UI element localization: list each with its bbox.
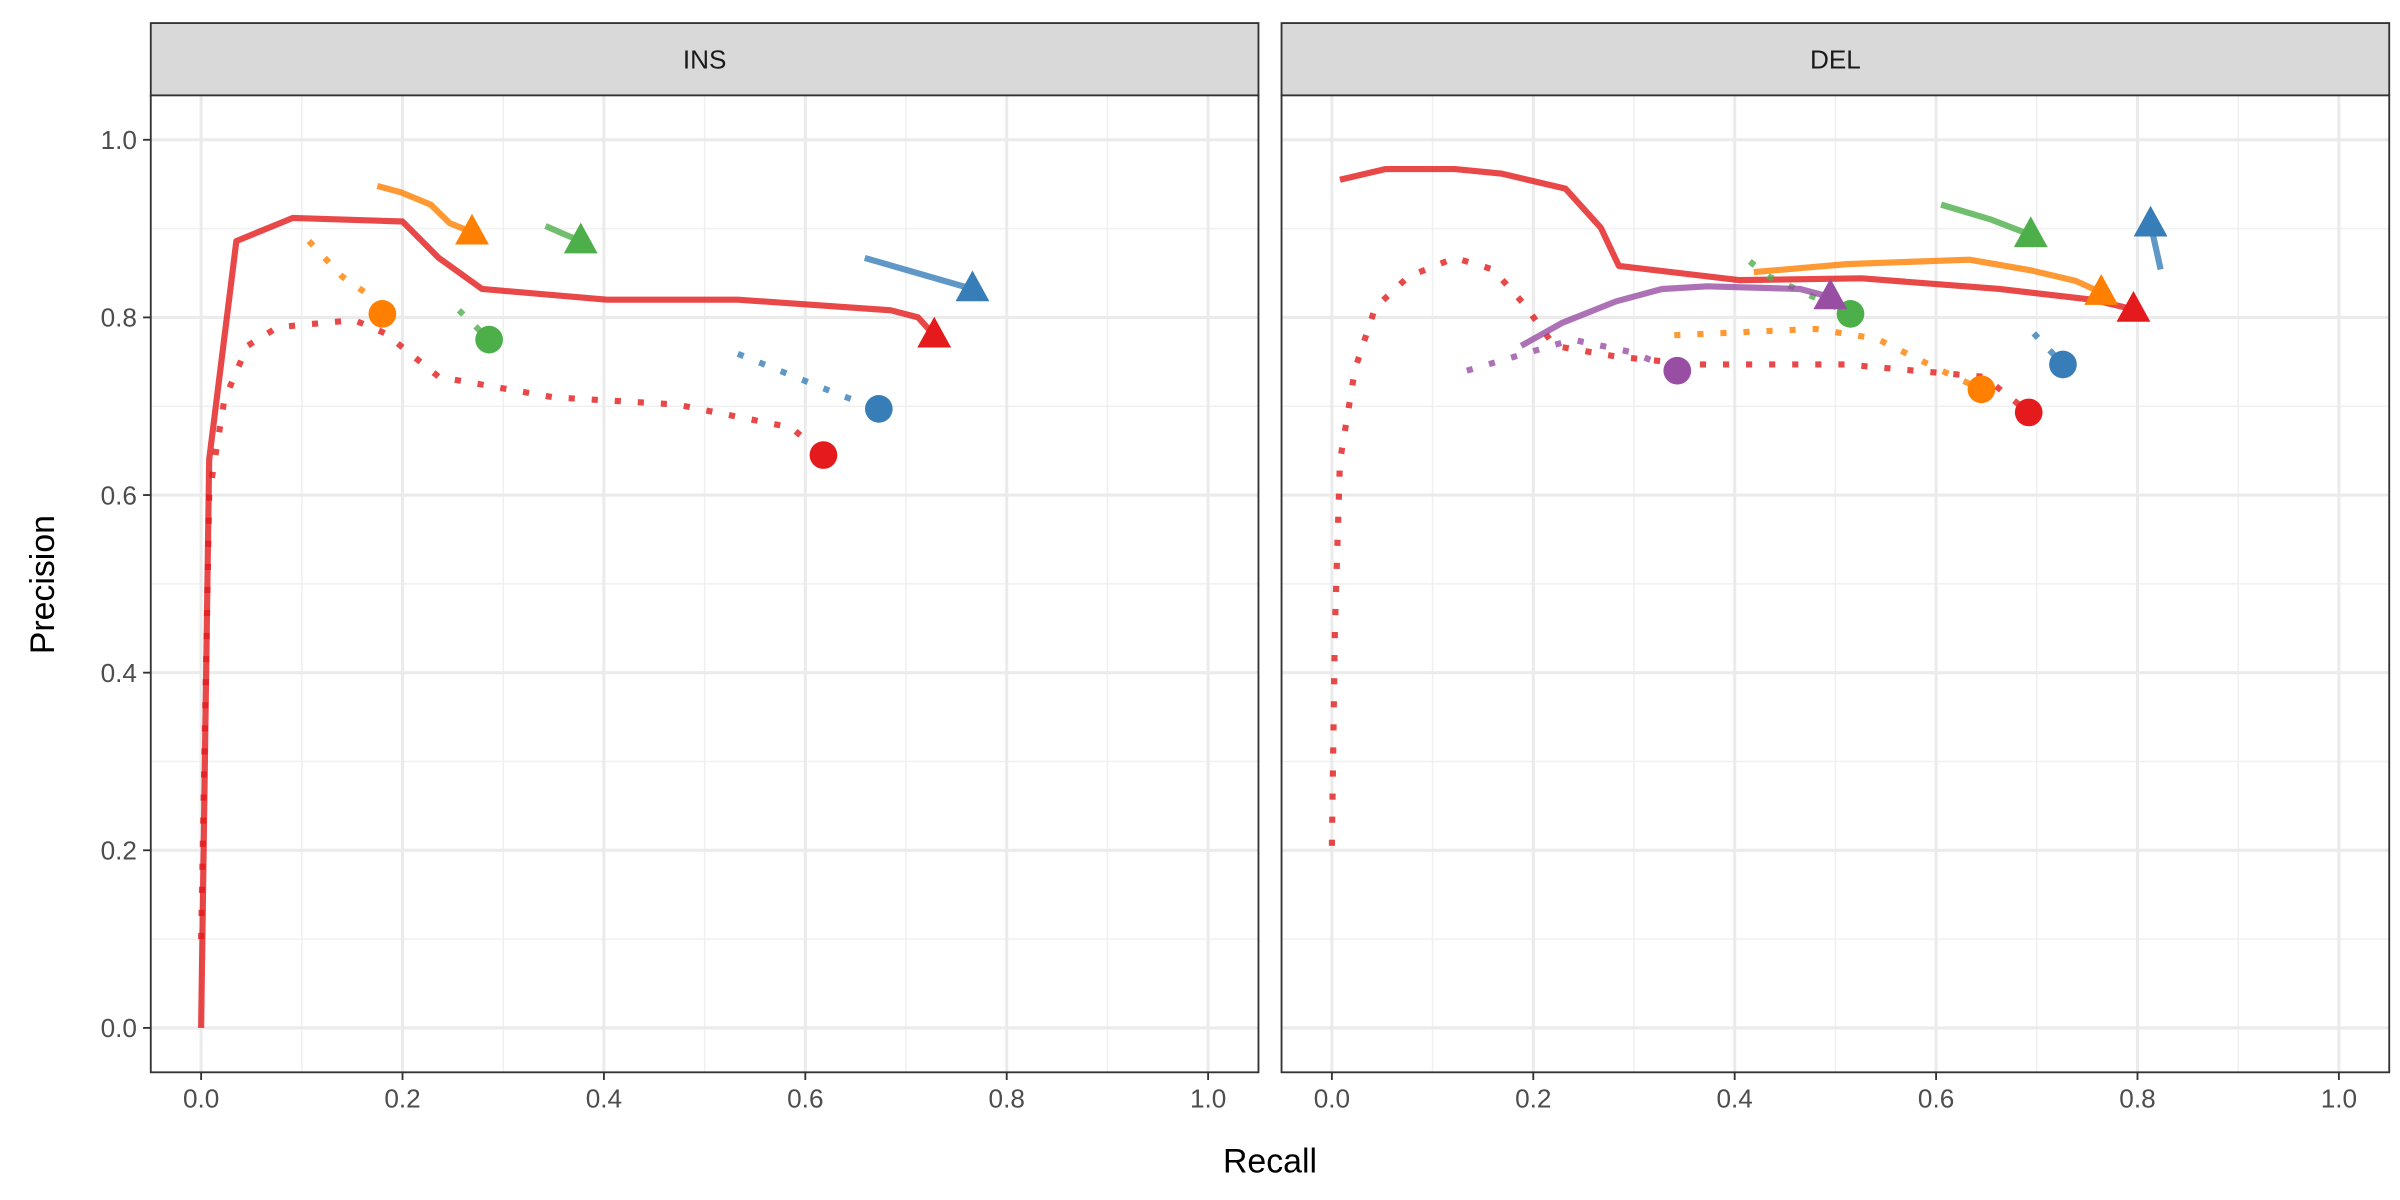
facet-strip <box>1280 22 2391 97</box>
facet-strip <box>149 22 1260 97</box>
series-end-point-circle <box>1967 375 1996 404</box>
y-axis-title: Precision <box>24 515 62 654</box>
x-tick-label: 1.0 <box>2321 1084 2357 1114</box>
facet-label: DEL <box>1810 44 1861 74</box>
y-tick-label: 0.0 <box>101 1013 137 1043</box>
y-tick-label: 0.8 <box>101 303 137 333</box>
series-line-dotted <box>1747 259 1852 317</box>
series-line-solid <box>1753 256 2103 296</box>
y-tick-label: 0.4 <box>101 658 137 688</box>
series-end-point-triangle <box>955 270 990 302</box>
series-line-solid <box>1519 283 1832 349</box>
series-end-point-triangle <box>1813 278 1848 310</box>
series-end-point-circle <box>2014 398 2043 427</box>
series-end-point-triangle <box>2116 290 2151 322</box>
x-tick-label: 0.6 <box>1918 1084 1954 1114</box>
y-tick-label: 0.2 <box>101 836 137 866</box>
series-line-solid <box>198 214 937 1028</box>
x-axis-title: Recall <box>1223 1142 1317 1180</box>
series-end-point-triangle <box>455 213 489 245</box>
series-end-point-triangle <box>2133 205 2168 237</box>
series-end-point-circle <box>475 325 503 354</box>
facet-label: INS <box>683 44 727 74</box>
x-tick-label: 0.0 <box>183 1084 219 1114</box>
x-tick-label: 0.4 <box>586 1084 622 1114</box>
x-tick-label: 0.2 <box>1515 1084 1551 1114</box>
facet-panel-del: DEL 0.0 0.2 0.4 0.6 0.8 1.0 <box>1280 22 2391 1114</box>
x-tick-label: 0.8 <box>2119 1084 2155 1114</box>
series-line-dotted <box>1328 254 2031 846</box>
x-tick-label: 0.8 <box>989 1084 1025 1114</box>
series-end-point-triangle <box>2013 216 2048 248</box>
x-tick-label: 0.6 <box>787 1084 823 1114</box>
series-line-solid <box>376 183 474 236</box>
series-end-point-triangle <box>2084 274 2119 305</box>
y-tick-label: 1.0 <box>101 125 137 155</box>
x-tick-label: 0.2 <box>384 1084 420 1114</box>
series-line-solid <box>1339 166 2135 313</box>
series-end-point-triangle <box>563 222 598 254</box>
series-end-point-circle <box>1663 356 1692 385</box>
series-end-point-circle <box>809 441 838 469</box>
x-tick-label: 0.0 <box>1314 1084 1350 1114</box>
series-end-point-circle <box>864 395 893 423</box>
x-tick-label: 0.4 <box>1717 1084 1753 1114</box>
series-line-dotted <box>1674 325 1983 393</box>
series-end-point-circle <box>368 300 397 328</box>
series-line-dotted <box>1465 336 1679 374</box>
panel-border <box>149 94 1260 1074</box>
panel-border <box>1280 94 2391 1074</box>
series-end-point-triangle <box>917 316 952 348</box>
series-end-point-circle <box>2049 350 2077 379</box>
series-line-dotted <box>306 238 385 316</box>
series-line-solid <box>1940 201 2032 238</box>
facet-panel-ins: INS 0.0 0.2 0.4 0.6 0.8 1.0 0.0 0.2 0.4 0.6 0.8 1.0 <box>101 22 1260 1114</box>
series-line-solid <box>863 254 974 292</box>
y-tick-label: 0.6 <box>101 480 137 510</box>
x-tick-label: 1.0 <box>1190 1084 1226 1114</box>
